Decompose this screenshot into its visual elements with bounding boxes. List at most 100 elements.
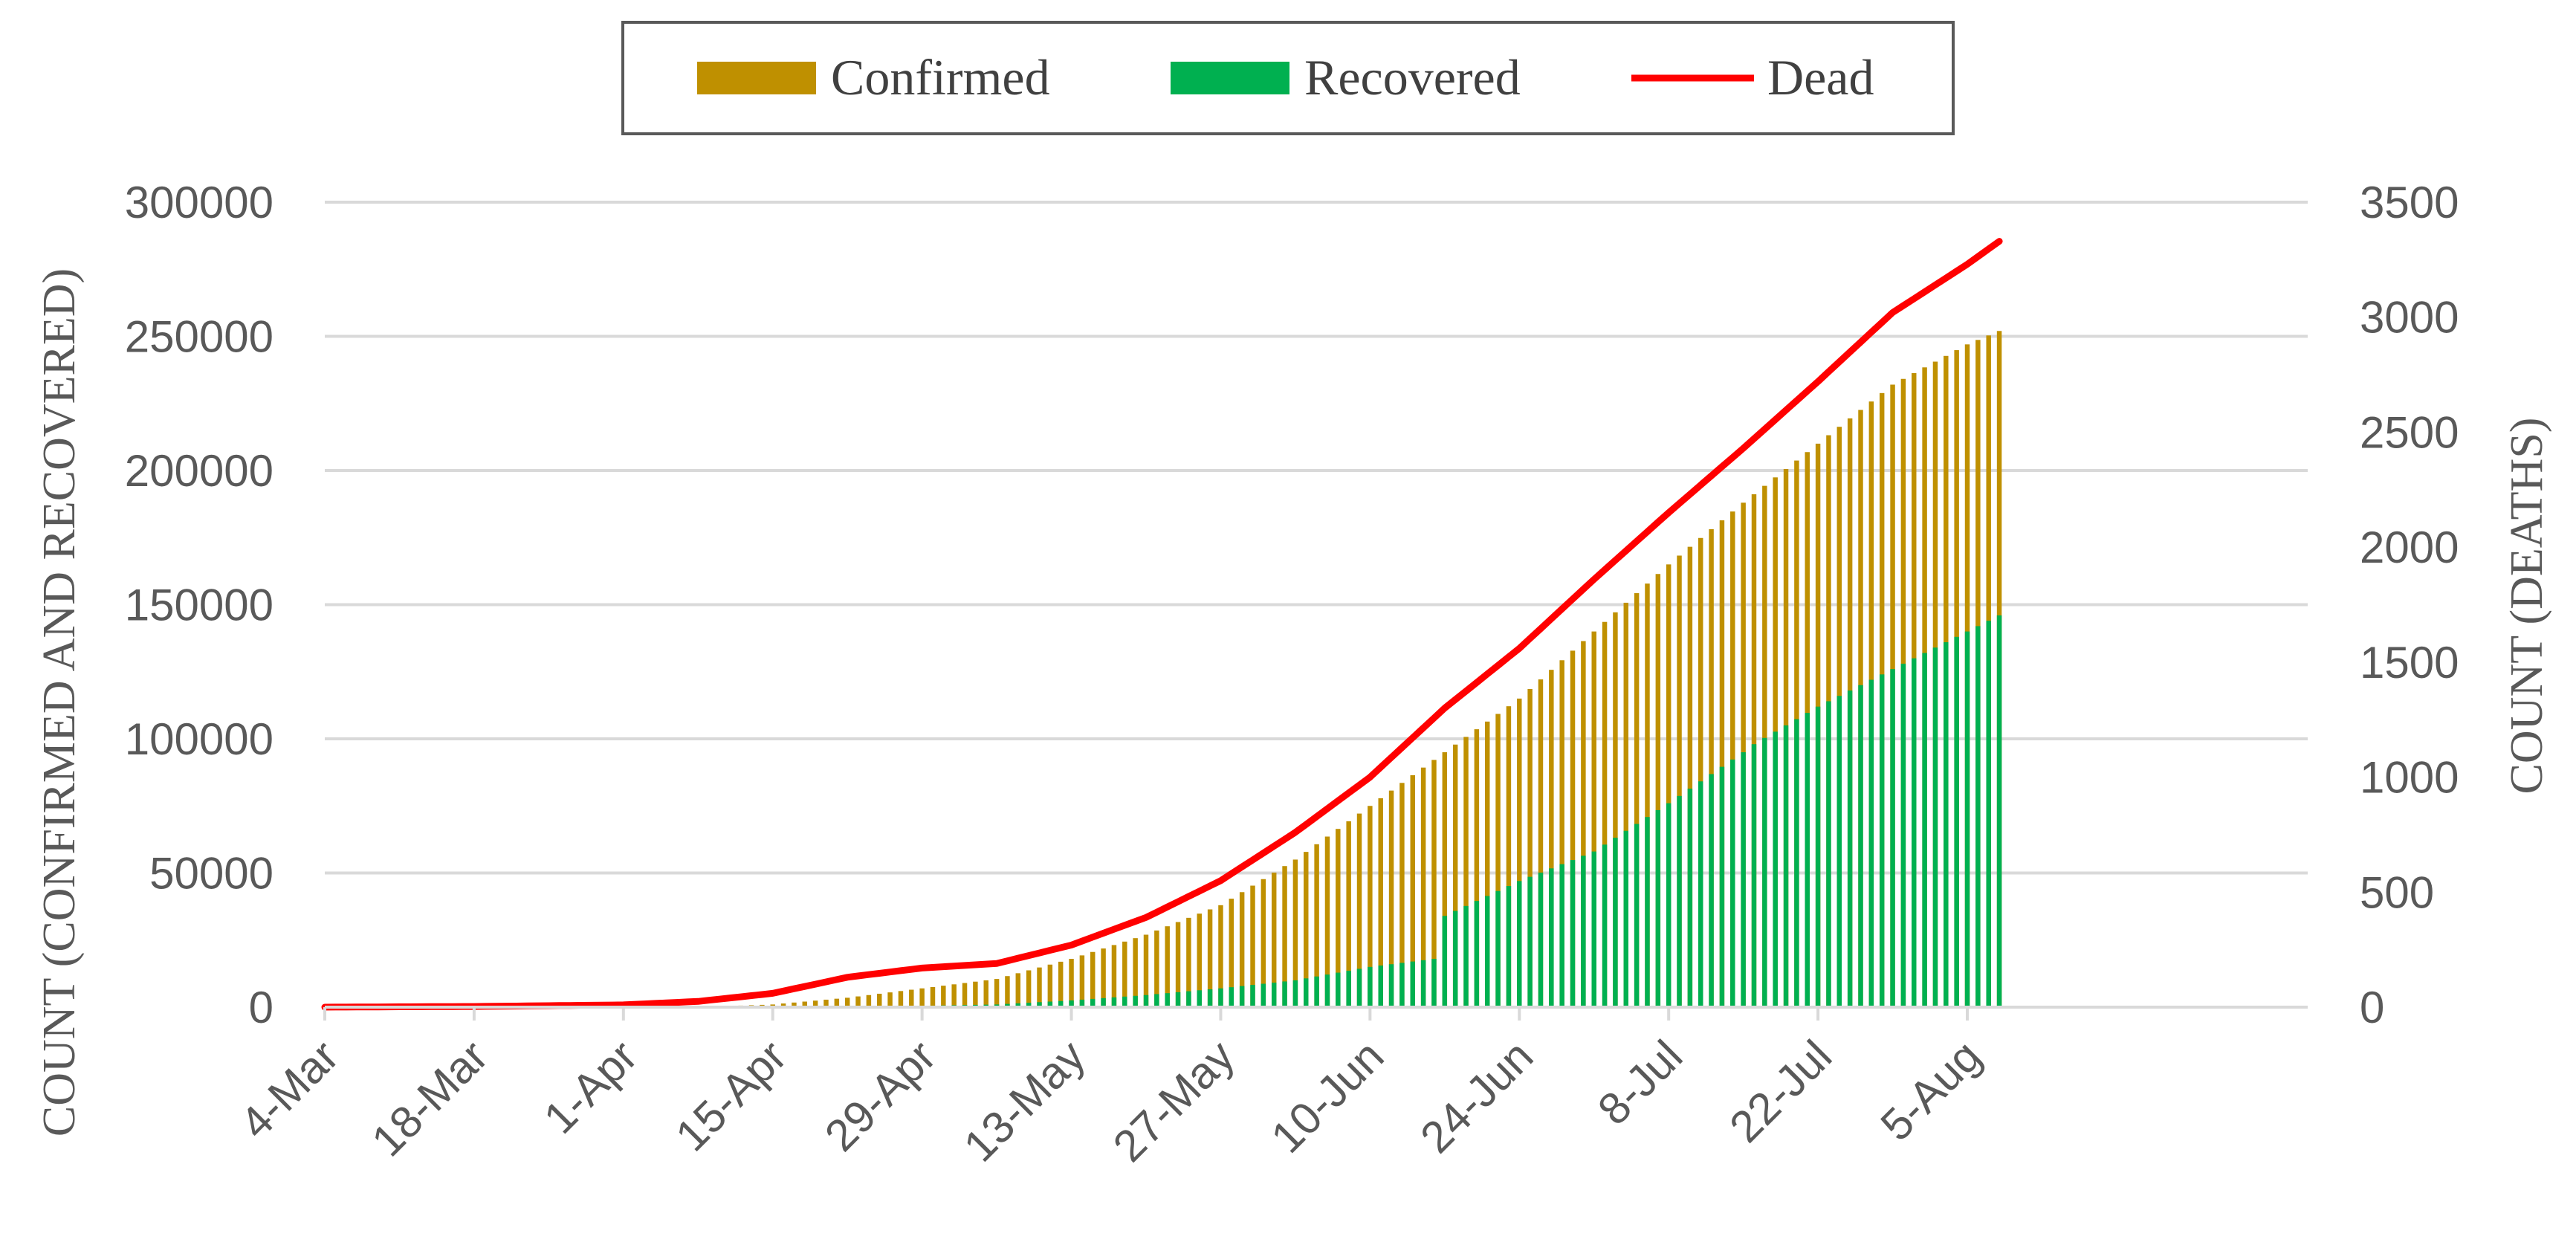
y-right-tick-label: 2000	[2360, 523, 2459, 572]
legend-label-confirmed: Confirmed	[831, 49, 1050, 106]
recovered-bar	[1507, 886, 1511, 1007]
recovered-bar	[1901, 664, 1906, 1007]
recovered-bar	[1890, 669, 1894, 1007]
confirmed-bar	[909, 990, 913, 1007]
y-right-tick-label: 500	[2360, 867, 2434, 917]
legend-label-recovered: Recovered	[1304, 49, 1521, 106]
axes: 0500001000001500002000002500003000000500…	[125, 178, 2459, 1171]
recovered-bar	[1773, 731, 1777, 1007]
recovered-bar	[1709, 774, 1713, 1007]
y-right-tick-label: 1500	[2360, 638, 2459, 688]
confirmed-bar	[887, 992, 892, 1007]
recovered-bar	[1837, 696, 1842, 1007]
recovered-bar	[1250, 985, 1255, 1007]
x-tick-label: 4-Mar	[230, 1031, 348, 1148]
confirmed-bar	[1080, 955, 1084, 1007]
recovered-bar	[1634, 824, 1639, 1007]
y-left-tick-label: 300000	[125, 178, 274, 227]
x-tick-label: 13-May	[954, 1031, 1095, 1171]
recovered-bar	[1411, 962, 1415, 1007]
confirmed-bar	[962, 983, 967, 1007]
y-right-tick-label: 1000	[2360, 753, 2459, 803]
recovered-bar	[1122, 997, 1127, 1007]
recovered-bar	[1602, 844, 1607, 1007]
recovered-bar	[1816, 707, 1820, 1007]
y-left-tick-label: 200000	[125, 446, 274, 496]
recovered-bar	[1581, 856, 1585, 1007]
x-tick-label: 29-Apr	[815, 1031, 945, 1161]
y-right-tick-label: 2500	[2360, 407, 2459, 457]
x-tick-label: 24-Jun	[1411, 1031, 1542, 1162]
recovered-bar	[1986, 621, 1990, 1007]
dead-line-path	[325, 242, 1999, 1007]
recovered-bar	[1176, 992, 1180, 1007]
confirmed-bar	[1037, 968, 1041, 1007]
recovered-bar	[1378, 966, 1382, 1007]
recovered-bar	[1538, 873, 1543, 1007]
recovered-bar	[1314, 977, 1318, 1007]
recovered-bar	[1752, 744, 1756, 1007]
y-left-tick-label: 100000	[125, 714, 274, 764]
recovered-bar	[1336, 973, 1340, 1007]
recovered-bar	[1869, 680, 1874, 1007]
recovered-bar	[1240, 986, 1244, 1007]
recovered-bar	[1144, 995, 1148, 1007]
recovered-bar	[1495, 891, 1500, 1007]
recovered-bar	[1944, 642, 1948, 1007]
recovered-bar	[1517, 881, 1521, 1007]
recovered-bar	[1666, 803, 1671, 1007]
recovered-bar	[1463, 906, 1468, 1007]
recovered-bar	[1965, 632, 1970, 1007]
y-axis-right-title: COUNT (DEATHS)	[2502, 418, 2552, 795]
recovered-bar	[1549, 868, 1553, 1007]
recovered-bar	[1784, 725, 1788, 1007]
recovered-bar	[1421, 960, 1425, 1007]
legend: Confirmed Recovered Dead	[623, 22, 1953, 134]
recovered-bar	[1154, 994, 1159, 1007]
x-tick-label: 10-Jun	[1261, 1031, 1393, 1162]
confirmed-bar	[973, 982, 977, 1007]
confirmed-bar	[1069, 959, 1073, 1007]
x-tick-label: 8-Jul	[1588, 1031, 1692, 1134]
recovered-bar	[1165, 993, 1169, 1007]
confirmed-bar	[1090, 952, 1095, 1007]
recovered-bar	[1485, 896, 1489, 1007]
recovered-bar	[1368, 967, 1372, 1007]
legend-swatch-confirmed	[697, 62, 816, 94]
recovered-bar	[1762, 738, 1767, 1007]
y-left-tick-label: 150000	[125, 581, 274, 630]
recovered-bar	[1591, 852, 1596, 1007]
x-tick-label: 18-Mar	[362, 1031, 497, 1166]
confirmed-bar	[994, 979, 999, 1007]
recovered-bar	[1880, 674, 1884, 1007]
y-left-tick-label: 50000	[149, 849, 274, 899]
y-right-tick-label: 3000	[2360, 293, 2459, 343]
recovered-bar	[1858, 685, 1863, 1007]
confirmed-bar	[941, 986, 945, 1007]
confirmed-bar	[1016, 973, 1020, 1007]
recovered-bar	[1933, 647, 1938, 1007]
recovered-bar	[1197, 990, 1202, 1007]
confirmed-bar	[867, 995, 871, 1007]
legend-swatch-recovered	[1171, 62, 1289, 94]
y-left-tick-label: 250000	[125, 312, 274, 362]
recovered-bar	[1805, 713, 1810, 1007]
dead-line	[325, 242, 1999, 1007]
recovered-bar	[1304, 978, 1308, 1007]
x-tick-label: 1-Apr	[534, 1031, 647, 1143]
confirmed-bar	[1058, 962, 1063, 1007]
y-axis-left-title: COUNT (CONFIRMED AND RECOVERED)	[34, 268, 85, 1136]
recovered-bar	[1282, 981, 1287, 1007]
recovered-bar	[1698, 781, 1703, 1007]
recovered-bar	[1431, 959, 1436, 1007]
recovered-bar	[1208, 989, 1212, 1007]
recovered-bar	[1186, 992, 1191, 1007]
gridlines	[325, 202, 2308, 873]
y-right-tick-label: 3500	[2360, 178, 2459, 227]
recovered-bar	[1997, 615, 2001, 1007]
confirmed-bar	[984, 980, 988, 1007]
recovered-bar	[1720, 767, 1724, 1007]
recovered-bar	[1794, 719, 1799, 1007]
